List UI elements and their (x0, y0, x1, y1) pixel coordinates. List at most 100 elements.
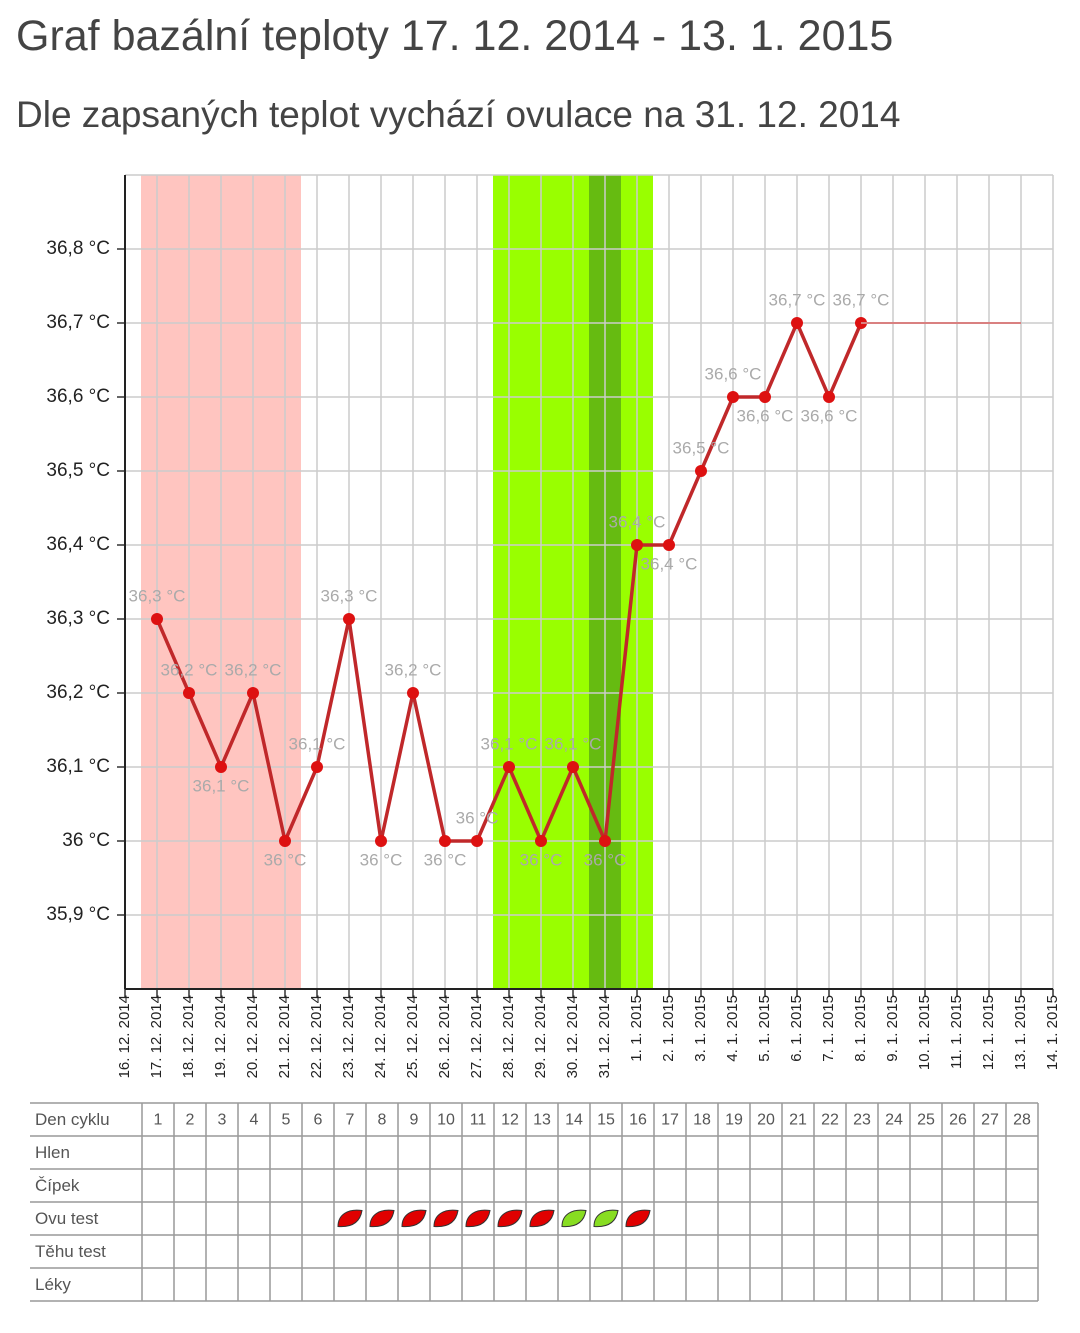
x-tick-label: 18. 12. 2014 (180, 995, 197, 1078)
x-tick-label: 13. 1. 2015 (1012, 995, 1029, 1070)
cell: 28 (1013, 1112, 1031, 1129)
value-label: 36,1 °C (193, 776, 250, 795)
cell: 24 (885, 1112, 903, 1129)
row-label: Ovu test (35, 1209, 99, 1228)
point (631, 539, 643, 551)
cell: 10 (437, 1112, 455, 1129)
cell: 19 (725, 1112, 743, 1129)
cell: 27 (981, 1112, 999, 1129)
point (759, 391, 771, 403)
cell: 4 (250, 1112, 259, 1129)
y-tick-label: 36,7 °C (46, 312, 110, 333)
x-tick-label: 3. 1. 2015 (692, 995, 709, 1062)
cell: 8 (378, 1112, 387, 1129)
point (247, 687, 259, 699)
value-label: 36,6 °C (737, 406, 794, 425)
x-tick-label: 6. 1. 2015 (788, 995, 805, 1062)
x-tick-label: 27. 12. 2014 (468, 995, 485, 1078)
cell: 5 (282, 1112, 291, 1129)
value-label: 36,7 °C (833, 290, 890, 309)
value-label: 36 °C (424, 850, 467, 869)
ovu-icon (497, 1209, 523, 1228)
ovu-icon (529, 1209, 555, 1228)
point (567, 761, 579, 773)
cell: 16 (629, 1112, 647, 1129)
cell: 22 (821, 1112, 839, 1129)
value-label: 36,2 °C (161, 660, 218, 679)
value-label: 36,4 °C (641, 554, 698, 573)
cell: 18 (693, 1112, 711, 1129)
value-label: 36,7 °C (769, 290, 826, 309)
value-label: 36,1 °C (289, 734, 346, 753)
point (823, 391, 835, 403)
cell: 26 (949, 1112, 967, 1129)
value-label: 36,5 °C (673, 438, 730, 457)
ovu-icon (433, 1209, 459, 1228)
x-tick-label: 7. 1. 2015 (820, 995, 837, 1062)
ovu-icon (561, 1209, 587, 1228)
point (375, 835, 387, 847)
point (183, 687, 195, 699)
value-label: 36,4 °C (609, 512, 666, 531)
x-tick-label: 17. 12. 2014 (148, 995, 165, 1078)
point (407, 687, 419, 699)
row-label: Těhu test (35, 1242, 106, 1261)
point (215, 761, 227, 773)
y-tick-label: 36 °C (62, 830, 110, 851)
y-tick-label: 36,4 °C (46, 534, 110, 555)
point (535, 835, 547, 847)
ovu-icon (369, 1209, 395, 1228)
cell: 14 (565, 1112, 583, 1129)
x-tick-label: 14. 1. 2015 (1044, 995, 1061, 1070)
value-label: 36 °C (456, 808, 499, 827)
x-tick-label: 10. 1. 2015 (916, 995, 933, 1070)
point (599, 835, 611, 847)
y-tick-label: 35,9 °C (46, 904, 110, 925)
x-tick-label: 23. 12. 2014 (340, 995, 357, 1078)
cell: 13 (533, 1112, 551, 1129)
point (727, 391, 739, 403)
value-label: 36,3 °C (129, 586, 186, 605)
title: Graf bazální teploty 17. 12. 2014 - 13. … (16, 12, 894, 60)
row-label: Hlen (35, 1143, 70, 1162)
cell: 20 (757, 1112, 775, 1129)
x-tick-label: 19. 12. 2014 (212, 995, 229, 1078)
point (439, 835, 451, 847)
cell: 23 (853, 1112, 871, 1129)
x-tick-label: 8. 1. 2015 (852, 995, 869, 1062)
y-tick-label: 36,1 °C (46, 756, 110, 777)
cell: 17 (661, 1112, 679, 1129)
row-label: Čípek (35, 1176, 80, 1195)
x-tick-label: 28. 12. 2014 (500, 995, 517, 1078)
value-label: 36,2 °C (385, 660, 442, 679)
x-tick-label: 9. 1. 2015 (884, 995, 901, 1062)
cell: 2 (186, 1112, 195, 1129)
ovu-icon (625, 1209, 651, 1228)
cell: 1 (154, 1112, 163, 1129)
value-label: 36,3 °C (321, 586, 378, 605)
cell: 6 (314, 1112, 323, 1129)
ovu-icon (593, 1209, 619, 1228)
y-tick-label: 36,5 °C (46, 460, 110, 481)
ovu-icon (465, 1209, 491, 1228)
x-tick-label: 29. 12. 2014 (532, 995, 549, 1078)
value-label: 36 °C (584, 850, 627, 869)
value-label: 36,6 °C (705, 364, 762, 383)
x-tick-label: 1. 1. 2015 (628, 995, 645, 1062)
cell: 3 (218, 1112, 227, 1129)
x-tick-label: 24. 12. 2014 (372, 995, 389, 1078)
x-tick-label: 20. 12. 2014 (244, 995, 261, 1078)
cell: 11 (470, 1112, 487, 1129)
x-tick-label: 4. 1. 2015 (724, 995, 741, 1062)
y-tick-label: 36,2 °C (46, 682, 110, 703)
point (471, 835, 483, 847)
point (311, 761, 323, 773)
x-tick-label: 2. 1. 2015 (660, 995, 677, 1062)
x-tick-label: 30. 12. 2014 (564, 995, 581, 1078)
x-tick-label: 22. 12. 2014 (308, 995, 325, 1078)
point (663, 539, 675, 551)
y-tick-label: 36,8 °C (46, 238, 110, 259)
point (151, 613, 163, 625)
